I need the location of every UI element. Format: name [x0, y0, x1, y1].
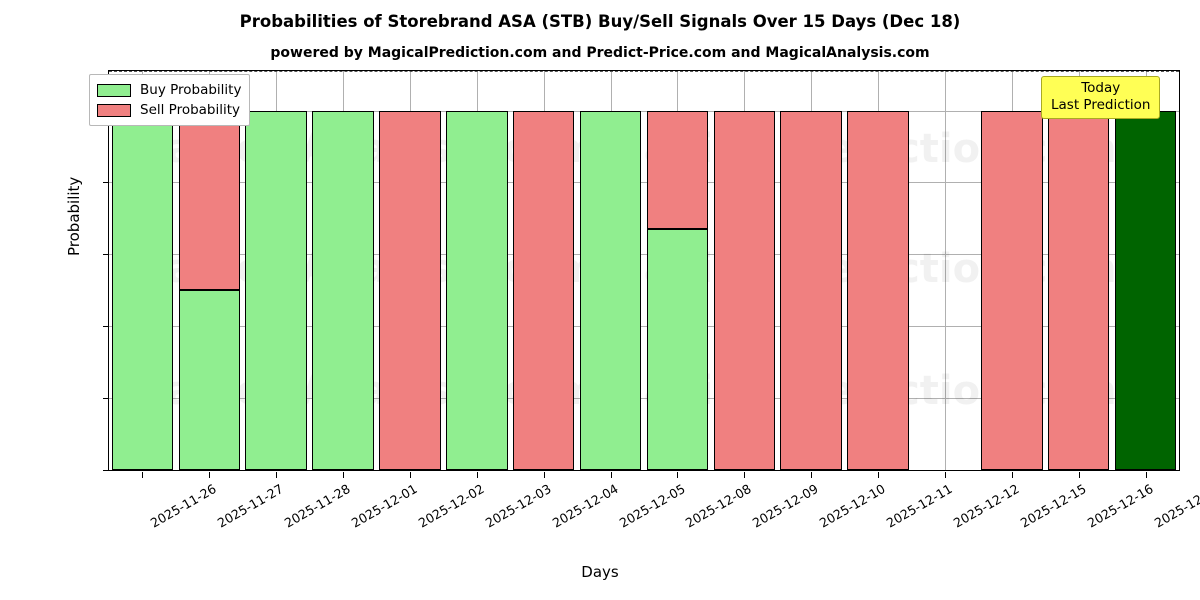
y-axis-tick — [103, 182, 109, 184]
x-axis-tick — [142, 472, 143, 478]
legend-swatch-sell — [97, 103, 131, 117]
plot-area: MagicalAnalysis.comMagicalPrediction.com… — [65, 70, 1200, 531]
x-axis-tick-label: 2025-11-26 — [148, 481, 220, 531]
y-axis-title: Probability — [65, 176, 83, 256]
x-axis-tick-label: 2025-12-02 — [415, 481, 487, 531]
bar-buy — [446, 110, 508, 470]
x-axis-tick — [276, 472, 277, 478]
bar-buy — [312, 110, 374, 470]
x-axis-tick — [811, 472, 812, 478]
x-axis-tick-label: 2025-12-04 — [549, 481, 621, 531]
x-axis-tick-label: 2025-12-15 — [1017, 481, 1089, 531]
x-axis-tick-label: 2025-12-01 — [348, 481, 420, 531]
legend-item-sell: Sell Probability — [97, 100, 241, 120]
grid-line-horizontal — [109, 110, 1179, 112]
chart-title: Probabilities of Storebrand ASA (STB) Bu… — [239, 12, 961, 31]
x-axis-tick — [343, 472, 344, 478]
x-axis-tick-label: 2025-12-10 — [816, 481, 888, 531]
x-axis-tick-label: 2025-12-05 — [616, 481, 688, 531]
x-axis-tick — [1146, 472, 1147, 478]
y-axis-tick — [103, 398, 109, 400]
x-axis-tick — [677, 472, 678, 478]
x-axis-tick — [611, 472, 612, 478]
x-axis-tick — [544, 472, 545, 478]
bar-sell — [780, 110, 842, 470]
grid-line-horizontal — [109, 254, 1179, 256]
bar-buy — [646, 229, 709, 470]
bar-sell — [646, 110, 709, 230]
x-axis-tick-label: 2025-12-03 — [482, 481, 554, 531]
bar-sell — [379, 110, 441, 470]
x-axis-tick — [878, 472, 879, 478]
x-axis-title: Days — [581, 563, 619, 581]
grid-line-horizontal — [109, 182, 1179, 184]
x-axis-tick-label: 2025-11-27 — [215, 481, 287, 531]
plot-inner: MagicalAnalysis.comMagicalPrediction.com… — [109, 71, 1179, 470]
y-axis-tick — [103, 254, 109, 256]
bar-sell — [981, 110, 1043, 470]
x-axis-tick-label: 2025-12-09 — [750, 481, 822, 531]
chart-subtitle: powered by MagicalPrediction.com and Pre… — [270, 45, 930, 61]
bar-sell — [847, 110, 909, 470]
bar-buy — [111, 110, 174, 470]
x-axis-tick — [1012, 472, 1013, 478]
bar-sell — [713, 110, 776, 470]
y-axis-tick — [103, 326, 109, 328]
last-prediction-label: Last Prediction — [1051, 97, 1151, 113]
x-axis-tick — [1079, 472, 1080, 478]
x-axis-tick-label: 2025-12-16 — [1084, 481, 1156, 531]
x-axis-tick-label: 2025-11-28 — [281, 481, 353, 531]
bar-buy — [579, 110, 642, 470]
chart-legend: Buy Probability Sell Probability — [89, 74, 251, 126]
x-axis-tick-label: 2025-12-12 — [950, 481, 1022, 531]
legend-item-buy: Buy Probability — [97, 80, 241, 100]
bar-buy — [245, 110, 307, 470]
legend-label-buy: Buy Probability — [140, 82, 242, 98]
x-axis-tick-label: 2025-12-08 — [683, 481, 755, 531]
x-axis-tick-label: 2025-12-11 — [883, 481, 955, 531]
y-axis-tick — [103, 470, 109, 471]
x-axis-tick — [410, 472, 411, 478]
bar-sell — [178, 110, 241, 291]
bar-sell — [1047, 110, 1110, 470]
x-axis-tick — [477, 472, 478, 478]
today-label: Today — [1081, 80, 1121, 96]
grid-line-horizontal — [109, 326, 1179, 328]
bar-sell — [512, 110, 575, 470]
x-axis-tick — [744, 472, 745, 478]
grid-line-horizontal — [109, 398, 1179, 400]
today-annotation: Today Last Prediction — [1041, 76, 1161, 119]
bar-today-highlight — [1114, 110, 1177, 470]
x-axis-tick — [209, 472, 210, 478]
legend-swatch-buy — [97, 83, 131, 97]
legend-label-sell: Sell Probability — [140, 102, 241, 118]
reference-dashed-line — [109, 71, 1179, 72]
x-axis-tick — [945, 472, 946, 478]
bar-buy — [178, 290, 241, 470]
grid-line-vertical — [945, 71, 946, 470]
x-axis-tick-label: 2025-12-17 — [1151, 481, 1200, 531]
